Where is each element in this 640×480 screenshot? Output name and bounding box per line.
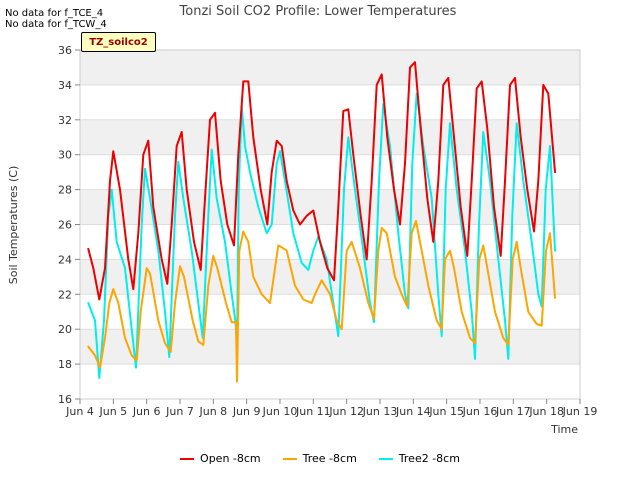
series-line-open-8cm bbox=[87, 61, 556, 301]
chart-title: Tonzi Soil CO2 Profile: Lower Temperatur… bbox=[179, 4, 457, 19]
y-tick-label: 18 bbox=[58, 358, 72, 371]
x-tick-label: Jun 9 bbox=[232, 405, 261, 418]
y-tick-label: 24 bbox=[58, 253, 72, 266]
series-line-tree-8cm bbox=[87, 220, 556, 383]
site-badge: TZ_soilco2 bbox=[81, 32, 156, 52]
x-tick-label: Jun 4 bbox=[65, 405, 94, 418]
legend: Open -8cm Tree -8cm Tree2 -8cm bbox=[0, 452, 640, 465]
no-data-note-tce: No data for f_TCE_4 bbox=[5, 8, 104, 19]
x-tick-label: Jun 14 bbox=[395, 405, 431, 418]
x-tick-label: Jun 8 bbox=[198, 405, 227, 418]
background-band bbox=[80, 119, 580, 155]
y-tick-label: 26 bbox=[58, 219, 72, 232]
legend-label-tree2: Tree2 -8cm bbox=[398, 452, 460, 465]
legend-swatch-tree bbox=[282, 457, 297, 460]
x-tick-label: Jun 13 bbox=[362, 405, 398, 418]
x-tick-label: Jun 19 bbox=[562, 405, 598, 418]
legend-label-open: Open -8cm bbox=[200, 452, 261, 465]
legend-swatch-tree2 bbox=[378, 457, 393, 460]
x-tick-label: Jun 11 bbox=[295, 405, 331, 418]
y-axis-label: Soil Temperatures (C) bbox=[7, 166, 20, 285]
legend-swatch-open bbox=[180, 457, 195, 460]
legend-label-tree: Tree -8cm bbox=[302, 452, 357, 465]
y-tick-label: 34 bbox=[58, 79, 72, 92]
x-axis-ticks: Jun 4 Jun 5 Jun 6 Jun 7 Jun 8 Jun 9 Jun 10Jun … bbox=[65, 399, 597, 418]
legend-item-tree: Tree -8cm bbox=[282, 452, 357, 465]
x-tick-label: Jun 10 bbox=[262, 405, 298, 418]
y-tick-label: 22 bbox=[58, 288, 72, 301]
background-band bbox=[80, 189, 580, 225]
background-band bbox=[80, 329, 580, 365]
x-axis-label: Time bbox=[550, 423, 578, 436]
x-tick-label: Jun 18 bbox=[528, 405, 564, 418]
series-line-tree2-8cm bbox=[87, 92, 556, 380]
legend-item-tree2: Tree2 -8cm bbox=[378, 452, 460, 465]
y-tick-label: 28 bbox=[58, 184, 72, 197]
y-axis-ticks: 16 18 20 22 24 26 28 30 32 34 36 bbox=[58, 44, 80, 406]
x-tick-label: Jun 5 bbox=[98, 405, 127, 418]
x-tick-label: Jun 7 bbox=[165, 405, 194, 418]
x-tick-label: Jun 12 bbox=[328, 405, 364, 418]
y-tick-label: 30 bbox=[58, 149, 72, 162]
y-tick-label: 32 bbox=[58, 114, 72, 127]
x-tick-label: Jun 16 bbox=[462, 405, 498, 418]
series-layer bbox=[87, 61, 556, 383]
x-tick-label: Jun 15 bbox=[428, 405, 464, 418]
no-data-note-tcw: No data for f_TCW_4 bbox=[5, 19, 107, 30]
y-tick-label: 16 bbox=[58, 393, 72, 406]
y-tick-label: 36 bbox=[58, 44, 72, 57]
legend-item-open: Open -8cm bbox=[180, 452, 261, 465]
x-tick-label: Jun 6 bbox=[132, 405, 161, 418]
x-tick-label: Jun 17 bbox=[495, 405, 531, 418]
y-tick-label: 20 bbox=[58, 323, 72, 336]
background-band bbox=[80, 50, 580, 85]
